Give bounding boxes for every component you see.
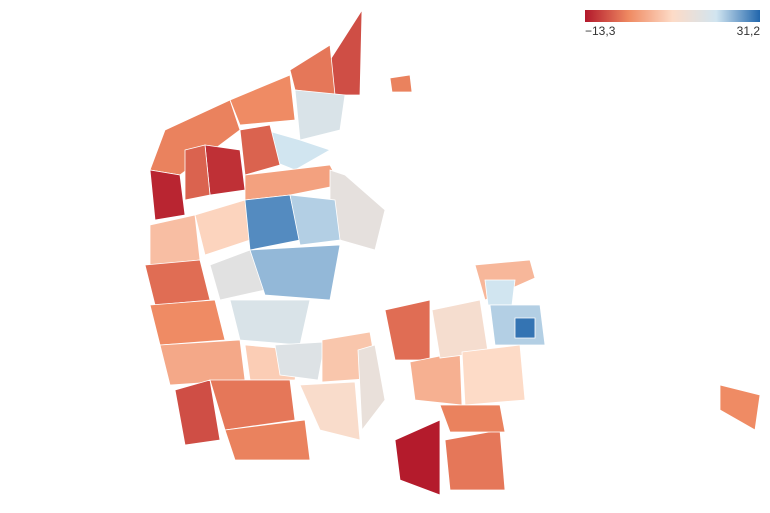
municipality (357, 344, 386, 432)
municipality (514, 317, 536, 339)
legend-min: −13,3 (585, 24, 616, 38)
municipality (229, 299, 311, 346)
municipality (444, 429, 506, 491)
municipality (149, 169, 186, 221)
municipality (149, 299, 226, 346)
regions (144, 8, 761, 496)
municipality (244, 164, 341, 201)
municipality (174, 379, 221, 446)
municipality (394, 419, 441, 496)
municipality (389, 74, 413, 93)
municipality (294, 89, 346, 141)
municipality (299, 381, 361, 441)
municipality (144, 259, 211, 306)
municipality (329, 8, 363, 96)
municipality (289, 44, 336, 96)
municipality (239, 124, 281, 176)
municipality (439, 404, 506, 433)
municipality (184, 144, 211, 201)
legend-scale (585, 10, 760, 22)
municipality (461, 344, 526, 406)
municipality (431, 299, 489, 359)
municipality (204, 144, 246, 196)
municipality (194, 199, 251, 256)
municipality (159, 339, 246, 386)
municipality (289, 194, 341, 246)
municipality (249, 244, 341, 301)
municipality (229, 74, 296, 126)
municipality (719, 384, 761, 431)
municipality (384, 299, 431, 361)
municipality (484, 279, 516, 306)
municipality (224, 419, 311, 461)
municipality (149, 214, 201, 266)
municipality (274, 341, 326, 381)
municipality (209, 379, 296, 431)
legend-max: 31,2 (737, 24, 761, 38)
